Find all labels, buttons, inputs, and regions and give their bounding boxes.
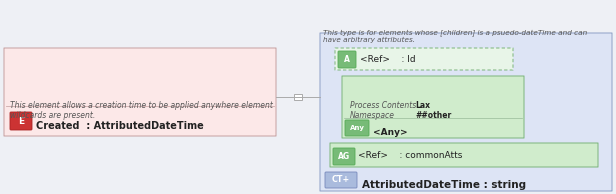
Text: Process Contents: Process Contents [350, 101, 416, 110]
Text: Created  : AttributedDateTime: Created : AttributedDateTime [36, 121, 204, 131]
Text: <Any>: <Any> [373, 128, 408, 137]
Text: Namespace: Namespace [350, 111, 395, 120]
Text: Lax: Lax [415, 101, 430, 110]
Text: This type is for elements whose [children] is a psuedo-dateTime and can
have arb: This type is for elements whose [childre… [323, 29, 587, 43]
FancyBboxPatch shape [320, 33, 612, 191]
Text: AG: AG [338, 152, 350, 161]
Text: <Ref>    : commonAtts: <Ref> : commonAtts [358, 152, 463, 160]
FancyBboxPatch shape [4, 48, 276, 136]
Text: This element allows a creation time to be applied anywhere element
wildcards are: This element allows a creation time to b… [10, 101, 273, 120]
FancyBboxPatch shape [338, 51, 356, 68]
FancyBboxPatch shape [335, 48, 513, 70]
FancyBboxPatch shape [10, 112, 32, 130]
Text: <Ref>    : Id: <Ref> : Id [360, 55, 416, 63]
Text: A: A [344, 55, 350, 64]
FancyBboxPatch shape [325, 172, 357, 188]
Text: CT+: CT+ [332, 176, 350, 184]
Text: ##other: ##other [415, 111, 452, 120]
Text: E: E [18, 117, 24, 126]
Text: Any: Any [349, 125, 365, 131]
Text: AttributedDateTime : string: AttributedDateTime : string [362, 180, 526, 190]
FancyBboxPatch shape [333, 148, 355, 165]
FancyBboxPatch shape [342, 76, 524, 138]
Bar [294, 94, 302, 100]
FancyBboxPatch shape [345, 120, 369, 136]
FancyBboxPatch shape [330, 143, 598, 167]
